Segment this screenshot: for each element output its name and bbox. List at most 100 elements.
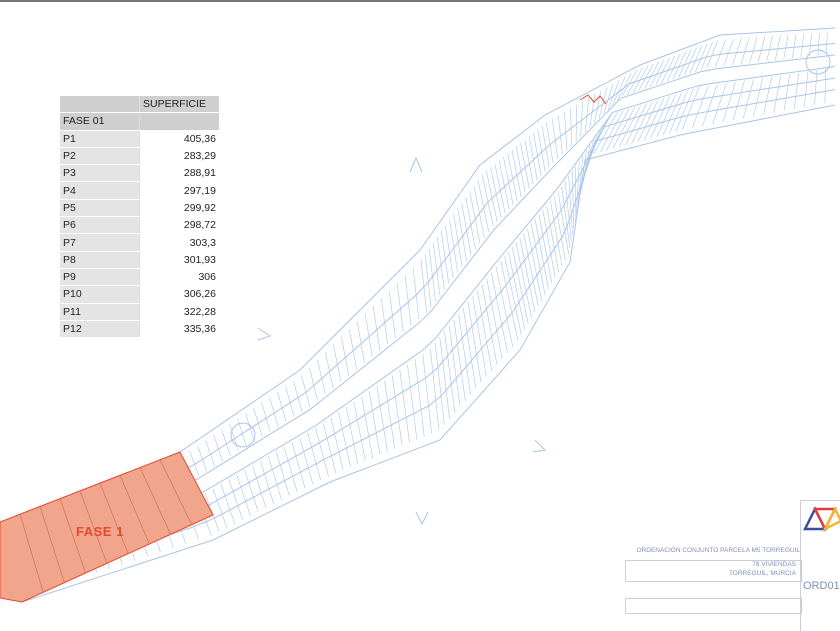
drawing-code: ORD01	[803, 580, 840, 592]
red-marker	[580, 95, 606, 104]
phase-label: FASE 1	[76, 524, 124, 539]
lot-divider	[430, 349, 439, 431]
lot-divider	[792, 35, 796, 59]
parcel-id: P11	[60, 303, 140, 320]
section-mark-icon	[533, 440, 545, 452]
lot-divider	[466, 197, 476, 249]
lot-divider	[482, 174, 493, 226]
lot-divider	[633, 66, 648, 93]
lot-divider	[639, 64, 654, 91]
lot-divider	[449, 325, 460, 406]
lot-divider	[628, 68, 643, 95]
lot-divider	[750, 37, 757, 63]
lot-divider	[758, 37, 765, 62]
parcel-area: 322,28	[140, 303, 220, 320]
lot-divider	[341, 337, 348, 376]
column-header-superficie: SUPERFICIE	[140, 96, 220, 113]
lot-divider	[470, 191, 480, 243]
lot-divider	[462, 203, 471, 255]
lot-divider	[463, 308, 476, 389]
lot-divider	[213, 488, 227, 527]
lot-divider	[663, 92, 681, 135]
lot-divider	[588, 114, 612, 155]
lot-divider	[732, 38, 741, 65]
lot-divider	[495, 164, 505, 214]
lot-divider	[482, 285, 497, 365]
lot-divider	[198, 446, 207, 472]
lot-divider	[262, 403, 271, 432]
lot-divider	[423, 354, 432, 433]
parcel-area: 298,72	[140, 217, 220, 234]
lot-divider	[743, 79, 753, 118]
lot-divider	[325, 352, 333, 388]
lot-divider	[491, 167, 502, 217]
lot-divider	[221, 484, 235, 524]
lot-divider	[278, 392, 287, 422]
lot-divider	[435, 343, 444, 425]
lot-divider	[444, 331, 454, 412]
lot-divider	[503, 157, 513, 205]
parcel-area: 288,91	[140, 165, 220, 182]
lot-divider	[651, 96, 670, 138]
lot-divider	[508, 153, 518, 201]
section-mark-icon	[410, 158, 422, 172]
lot-divider	[369, 391, 380, 455]
parcel-area: 299,92	[140, 199, 220, 216]
parcel-area: 303,3	[140, 234, 220, 251]
lot-divider	[695, 44, 707, 72]
lot-divider	[569, 176, 573, 235]
lot-divider	[294, 381, 302, 412]
lot-divider	[392, 375, 402, 446]
lot-divider	[825, 69, 826, 103]
lot-divider	[702, 84, 717, 126]
parcel-area: 297,19	[140, 182, 220, 199]
lot-divider	[377, 386, 388, 452]
lot-divider	[741, 38, 749, 64]
parcel-area: 335,36	[140, 320, 220, 337]
lot-divider	[407, 365, 416, 440]
lot-divider	[632, 102, 653, 144]
parcel-id: P12	[60, 320, 140, 337]
lot-divider	[575, 166, 576, 222]
lot-divider	[487, 279, 502, 359]
lot-divider	[724, 39, 734, 66]
parcel-id: P1	[60, 130, 140, 147]
parcel-id: P4	[60, 182, 140, 199]
lot-divider	[775, 36, 780, 61]
drawing-title: ORDENACIÓN CONJUNTO PARCELA M5 TORREGUIL	[600, 547, 800, 554]
parcel-area: 283,29	[140, 147, 220, 164]
lot-divider	[474, 186, 484, 238]
lot-divider	[302, 376, 310, 407]
lot-divider	[784, 35, 788, 59]
parcel-id: P8	[60, 251, 140, 268]
lot-divider	[400, 370, 410, 443]
studio-logo	[801, 501, 840, 541]
lot-divider	[669, 91, 687, 134]
lot-divider	[222, 429, 231, 456]
lot-divider	[449, 220, 457, 273]
lot-divider	[764, 77, 772, 115]
lot-divider	[692, 86, 708, 128]
lot-divider	[525, 140, 533, 185]
lot-divider	[333, 345, 341, 382]
parcel-id: P5	[60, 199, 140, 216]
lot-divider	[533, 133, 541, 176]
lot-divider	[715, 39, 725, 67]
lot-divider	[317, 360, 325, 394]
row-header-fase: FASE 01	[60, 113, 140, 130]
lot-divider	[415, 359, 424, 436]
lot-divider	[529, 136, 537, 180]
lot-divider	[538, 129, 546, 172]
lot-divider	[571, 108, 572, 145]
dwellings-count: 78 VIVIENDAS	[630, 561, 796, 568]
signature-box	[625, 598, 802, 614]
lot-divider	[499, 160, 509, 209]
lot-divider	[516, 147, 525, 193]
